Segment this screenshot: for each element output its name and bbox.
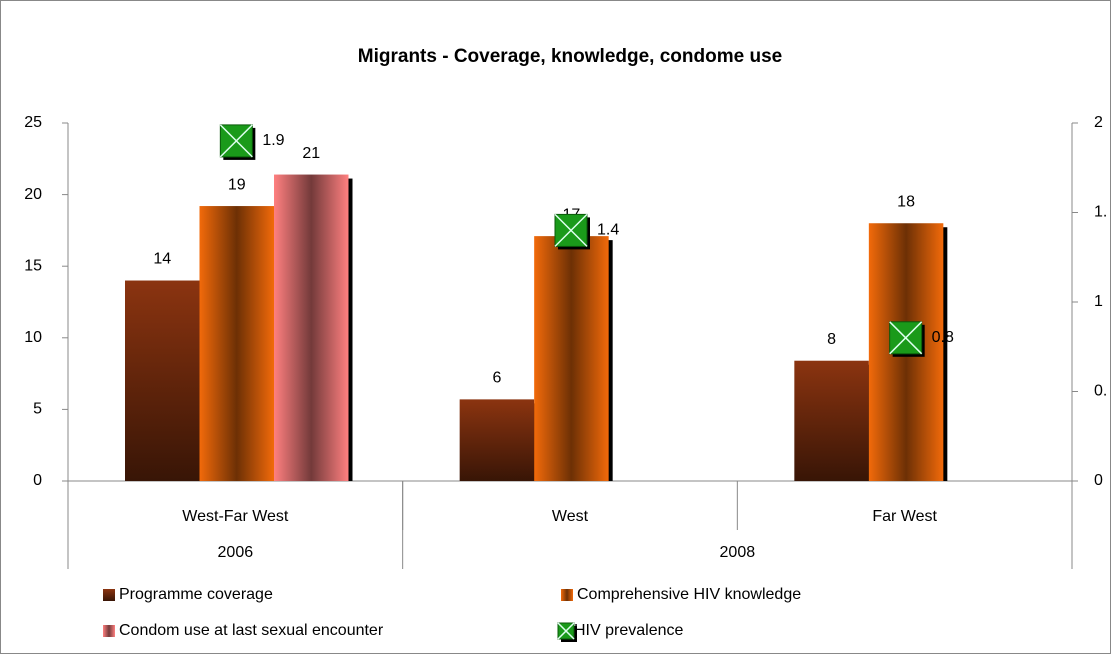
legend-swatch — [103, 625, 115, 637]
legend-label: Condom use at last sexual encounter — [119, 622, 384, 639]
y2-tick-label: 0. — [1094, 383, 1107, 400]
marker-cross — [889, 321, 923, 355]
legend-swatch — [561, 589, 573, 601]
x-tick-label: West-Far West — [182, 508, 289, 525]
legend-swatch — [103, 589, 115, 601]
marker — [889, 321, 925, 357]
bar — [199, 206, 274, 481]
bar — [459, 399, 535, 481]
y-tick-label: 15 — [24, 257, 42, 274]
marker-cross — [219, 124, 253, 158]
data-label: 1.9 — [262, 132, 284, 149]
y2-tick-label: 1. — [1094, 204, 1107, 221]
data-label: 1.4 — [597, 222, 619, 239]
legend-label: HIV prevalence — [574, 622, 683, 639]
bar — [125, 280, 200, 481]
marker-cross — [554, 213, 588, 247]
data-label: 0.8 — [932, 329, 954, 346]
data-label: 21 — [302, 145, 320, 162]
marker — [554, 213, 590, 250]
marker-cross — [557, 622, 575, 640]
data-label: 19 — [228, 176, 246, 193]
legend-label: Programme coverage — [119, 586, 273, 603]
y2-tick-label: 1 — [1094, 293, 1103, 310]
y-tick-label: 10 — [24, 329, 42, 346]
data-label: 8 — [827, 331, 836, 348]
bar — [274, 174, 349, 481]
legend-swatch — [557, 622, 577, 642]
data-label: 14 — [153, 251, 171, 268]
x-group-label: 2006 — [218, 544, 254, 561]
y2-tick-label: 2 — [1094, 114, 1103, 131]
y-tick-label: 20 — [24, 186, 42, 203]
x-group-label: 2008 — [720, 544, 756, 561]
y-tick-label: 0 — [33, 472, 42, 489]
data-label: 6 — [492, 370, 501, 387]
chart-title: Migrants - Coverage, knowledge, condome … — [358, 46, 782, 67]
y-tick-label: 5 — [33, 401, 42, 418]
legend-label: Comprehensive HIV knowledge — [577, 586, 801, 603]
x-tick-label: West — [552, 508, 589, 525]
data-label: 18 — [897, 193, 915, 210]
x-tick-label: Far West — [872, 508, 937, 525]
y-tick-label: 25 — [24, 114, 42, 131]
marker — [219, 124, 256, 160]
bar — [794, 360, 869, 481]
y2-tick-label: 0 — [1094, 472, 1103, 489]
bar — [534, 236, 609, 481]
